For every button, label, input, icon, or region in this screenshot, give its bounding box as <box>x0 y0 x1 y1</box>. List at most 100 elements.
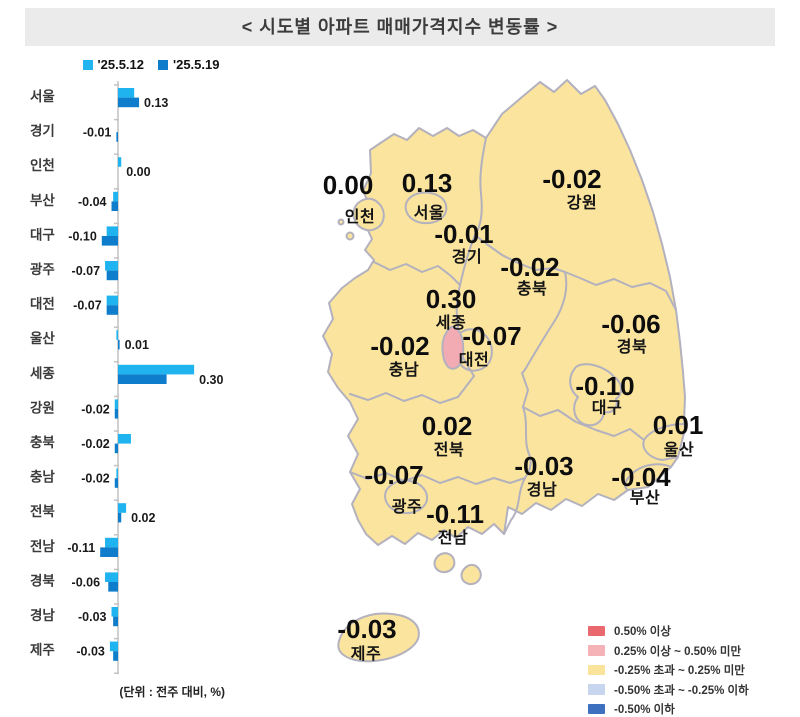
map-border-chungbuk-gyeongbuk <box>521 271 568 408</box>
bar-value-daejeon: -0.07 <box>73 299 102 313</box>
map-name-sejong: 세종 <box>436 314 466 332</box>
map-island-incheon-1 <box>345 231 355 241</box>
map-legend-swatch-icon <box>588 625 605 637</box>
bar-gyeongnam-curr <box>113 616 118 627</box>
bar-seoul-prev <box>118 88 135 98</box>
bar-value-seoul: 0.13 <box>144 96 168 110</box>
bar-value-incheon: 0.00 <box>126 165 150 179</box>
map-region-seoul-outline <box>404 191 448 225</box>
map-border-jeonnam-gyeongnam <box>503 477 526 535</box>
map-border-jeonbuk-east <box>522 406 532 479</box>
map-region-sejong <box>441 325 465 370</box>
map-island-jeonnam-2 <box>460 563 482 586</box>
map-name-gyeongnam: 경남 <box>527 481 557 499</box>
bar-category-gyeonggi: 경기 <box>30 123 55 139</box>
bar-value-daegu: -0.10 <box>68 229 97 243</box>
bar-jeonnam-prev <box>105 537 118 548</box>
map-legend-row-0: 0.50% 이상 <box>588 623 749 639</box>
map-name-jeju: 제주 <box>351 645 381 663</box>
bar-gwangju-prev <box>105 261 118 271</box>
bar-category-jeonnam: 전남 <box>30 538 55 554</box>
map-region-ulsan-outline <box>642 423 685 461</box>
map-value-gwangju: -0.07 <box>364 460 423 490</box>
map-value-gyeonggi: -0.01 <box>434 219 493 249</box>
bar-gyeongnam-prev <box>111 607 118 617</box>
bar-category-sejong: 세종 <box>30 366 55 381</box>
map-value-seoul: 0.13 <box>402 168 453 198</box>
bar-value-chungnam: -0.02 <box>81 472 110 486</box>
map-name-seoul: 서울 <box>414 204 444 222</box>
chart-legend-label-prev: '25.5.12 <box>97 57 144 72</box>
bar-value-ulsan: 0.01 <box>125 338 149 352</box>
map-name-jeonbuk: 전북 <box>434 441 464 459</box>
map-legend-row-3: -0.50% 초과 ~ -0.25% 이하 <box>588 682 749 698</box>
bar-jeju-prev <box>109 641 118 652</box>
bar-gyeonggi-curr <box>116 132 118 142</box>
bar-value-gwangju: -0.07 <box>72 264 101 278</box>
legend-swatch-curr-icon <box>158 59 168 70</box>
bar-sejong-prev <box>118 364 195 375</box>
map-name-busan: 부산 <box>630 489 660 507</box>
bar-chart: 서울 0.13 경기 -0.01 인천 0.00 부산 -0.04 대구 -0.10 광주 -0.07… <box>30 81 224 675</box>
bar-gangwon-prev <box>114 399 118 409</box>
bar-daegu-prev <box>106 226 118 236</box>
map-island-incheon-2 <box>337 218 345 226</box>
bar-value-gyeonggi: -0.01 <box>83 126 112 140</box>
map-value-chungnam: -0.02 <box>370 331 429 361</box>
bar-category-gangwon: 강원 <box>30 399 55 415</box>
map-value-jeonnam: -0.11 <box>426 499 484 529</box>
bar-category-chungnam: 충남 <box>30 469 55 485</box>
chart-legend: '25.5.12 '25.5.19 <box>20 57 282 72</box>
map-legend-row-2: -0.25% 초과 ~ 0.25% 미만 <box>588 662 749 678</box>
bar-jeju-curr <box>113 651 118 661</box>
map-legend-swatch-icon <box>588 645 605 656</box>
bar-value-gyeongbuk: -0.06 <box>72 575 101 589</box>
map-value-gyeongbuk: -0.06 <box>601 309 660 339</box>
chart-legend-item-curr: '25.5.19 <box>158 57 219 72</box>
bar-jeonbuk-prev <box>118 503 127 513</box>
bar-daegu-curr <box>101 236 118 246</box>
map-value-incheon: 0.00 <box>323 170 374 200</box>
bar-value-gangwon: -0.02 <box>81 402 110 416</box>
map-value-ulsan: 0.01 <box>653 410 704 440</box>
bar-ulsan-prev <box>116 330 118 340</box>
bar-category-daejeon: 대전 <box>30 296 55 312</box>
map-value-jeonbuk: 0.02 <box>422 411 473 441</box>
bar-category-daegu: 대구 <box>30 227 55 242</box>
bar-gyeongbuk-curr <box>108 582 118 592</box>
map-legend-label: -0.50% 초과 ~ -0.25% 이하 <box>614 684 749 697</box>
bar-sejong-curr <box>118 374 167 384</box>
map-name-chungnam: 충남 <box>389 361 419 379</box>
map-value-jeju: -0.03 <box>337 614 396 644</box>
bar-category-gyeongbuk: 경북 <box>30 572 55 588</box>
map-name-jeonnam: 전남 <box>438 529 468 547</box>
map-region-daegu-outline <box>569 363 622 427</box>
unit-note: (단위 : 전주 대비, %) <box>119 685 225 699</box>
page-title: < 시도별 아파트 매매가격지수 변동률 > <box>25 8 775 46</box>
bar-category-ulsan: 울산 <box>30 330 55 346</box>
map-legend-row-1: 0.25% 이상 ~ 0.50% 미만 <box>588 643 749 659</box>
map-legend-label: 0.50% 이상 <box>614 626 671 638</box>
bar-jeonbuk-curr <box>118 512 122 523</box>
bar-value-gyeongnam: -0.03 <box>78 610 107 624</box>
map-value-chungbuk: -0.02 <box>500 252 559 282</box>
bar-seoul-curr <box>118 97 140 108</box>
bar-category-seoul: 서울 <box>30 88 55 104</box>
map-name-incheon: 인천 <box>345 208 375 226</box>
bar-category-incheon: 인천 <box>30 157 55 173</box>
map-border-jeonbuk-jeonnam <box>349 471 526 485</box>
bar-chungnam-prev <box>116 468 118 479</box>
bar-chungbuk-curr <box>114 443 118 454</box>
map-legend-swatch-icon <box>588 664 605 676</box>
map-value-gyeongnam: -0.03 <box>514 451 573 481</box>
map-region-busan-outline <box>624 463 672 491</box>
bar-category-busan: 부산 <box>30 192 55 208</box>
map-legend-label: -0.25% 초과 ~ 0.25% 미만 <box>614 665 745 677</box>
bar-ulsan-curr <box>118 339 120 350</box>
chart-legend-item-prev: '25.5.12 <box>82 57 144 72</box>
bar-daejeon-curr <box>106 305 118 315</box>
bar-category-chungbuk: 충북 <box>30 435 55 450</box>
map-name-ulsan: 울산 <box>664 441 694 459</box>
map-name-gyeongbuk: 경북 <box>617 338 647 356</box>
map-name-gangwon: 강원 <box>567 194 597 212</box>
